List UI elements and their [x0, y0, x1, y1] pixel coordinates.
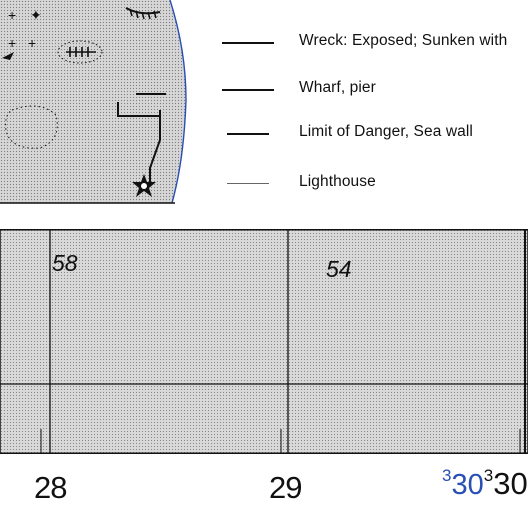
edge-label-small: 3	[442, 466, 452, 485]
legend-label-danger: Limit of Danger, Sea wall	[299, 123, 473, 140]
edge-label-blue: 30	[451, 469, 484, 501]
sheet-number-58: 58	[52, 250, 78, 276]
wreck-symbol	[2, 52, 14, 60]
cross-symbol-2: ✦	[30, 7, 42, 23]
sea-wall-symbol	[125, 7, 161, 15]
danger-limit-small	[57, 40, 103, 64]
coastline	[169, 0, 187, 204]
cross-symbol-3: +	[8, 35, 16, 51]
inset-map-svg: + ✦ + +	[0, 0, 187, 204]
edge-label-group: 330330	[442, 466, 528, 502]
legend-label-wharf: Wharf, pier	[299, 79, 376, 96]
grid-lines	[0, 229, 528, 454]
legend-label-wreck: Wreck: Exposed; Sunken with	[299, 32, 508, 49]
grid-panel	[0, 229, 528, 454]
axis-label-29: 29	[269, 470, 302, 505]
wharf-symbol	[117, 102, 160, 117]
edge-label-small-2: 3	[483, 466, 494, 485]
legend-line-lighthouse	[227, 183, 269, 184]
cross-symbol: +	[8, 7, 16, 23]
legend-label-lighthouse: Lighthouse	[299, 173, 376, 190]
cross-symbol-4: +	[28, 35, 36, 51]
axis-label-28: 28	[34, 470, 67, 505]
legend-line-wreck	[222, 42, 274, 44]
edge-label-cut: 30	[493, 466, 528, 501]
inset-map: + ✦ + +	[0, 0, 190, 206]
sheet-number-54: 54	[326, 256, 352, 282]
land-area	[0, 0, 186, 203]
legend-line-danger	[227, 133, 269, 135]
legend-line-wharf	[222, 89, 274, 91]
lighthouse-icon	[132, 174, 156, 197]
